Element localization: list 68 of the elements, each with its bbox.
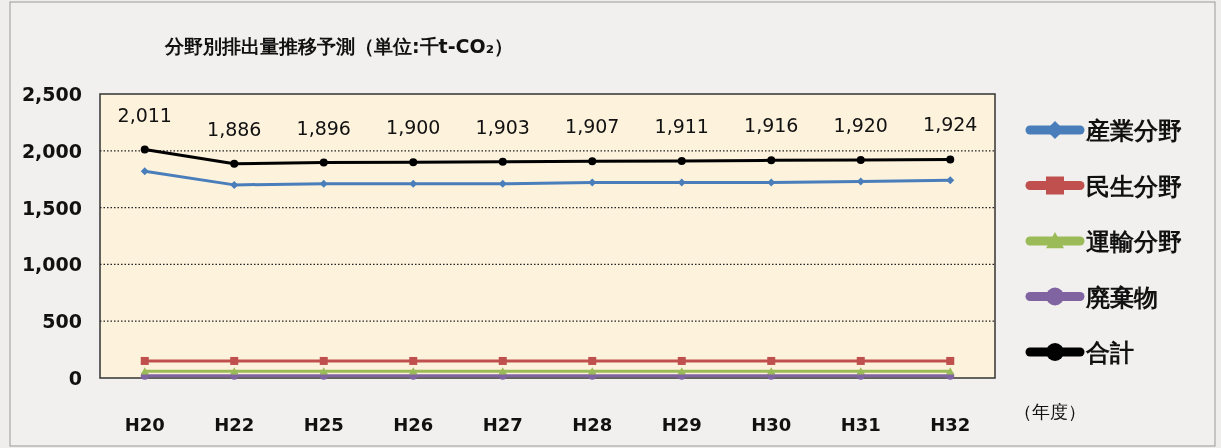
point — [588, 356, 597, 365]
data-label: 1,911 — [654, 114, 709, 137]
point — [767, 367, 776, 375]
point — [319, 179, 328, 188]
y-tick-label: 2,500 — [21, 83, 82, 105]
point — [946, 367, 955, 375]
x-tick-label: H22 — [214, 414, 255, 435]
x-tick-label: H32 — [930, 414, 971, 435]
point — [767, 156, 776, 165]
point — [140, 356, 149, 365]
point — [856, 155, 865, 164]
point — [140, 145, 149, 154]
point — [856, 356, 865, 365]
point — [677, 156, 686, 165]
legend-label: 合計 — [1085, 339, 1134, 367]
point — [319, 158, 328, 167]
data-label: 1,907 — [565, 115, 620, 138]
legend-label: 民生分野 — [1086, 172, 1182, 201]
chart-title: 分野別排出量推移予測（単位:千t-CO₂） — [164, 35, 513, 57]
data-label: 1,916 — [744, 114, 799, 137]
data-label: 1,920 — [833, 113, 888, 136]
legend-label: 産業分野 — [1085, 117, 1182, 145]
point — [946, 356, 955, 365]
point — [409, 367, 418, 375]
x-tick-label: H31 — [840, 414, 881, 435]
point — [319, 367, 328, 375]
point — [498, 367, 507, 375]
x-tick-label: H25 — [303, 414, 344, 435]
point — [409, 158, 418, 167]
point — [230, 159, 239, 168]
x-tick-label: H28 — [572, 414, 613, 435]
x-tick-label: H20 — [124, 414, 165, 435]
point — [588, 157, 597, 166]
y-tick-label: 1,500 — [21, 196, 82, 219]
point — [767, 356, 776, 365]
point — [319, 356, 328, 365]
data-label: 1,924 — [923, 113, 978, 136]
point — [946, 155, 955, 164]
point — [140, 167, 149, 176]
point — [588, 367, 597, 375]
data-label: 2,011 — [117, 103, 172, 126]
point — [498, 179, 507, 188]
x-tick-label: H27 — [482, 414, 523, 435]
point — [498, 356, 507, 365]
y-tick-label: 2,000 — [21, 139, 82, 162]
point — [498, 157, 507, 166]
point — [230, 367, 239, 375]
y-tick-label: 500 — [42, 310, 82, 333]
x-tick-label: H26 — [393, 414, 434, 435]
point — [140, 367, 149, 375]
point — [409, 356, 418, 365]
point — [677, 356, 686, 365]
point — [856, 367, 865, 375]
point — [946, 176, 955, 185]
data-label: 1,900 — [386, 116, 441, 139]
x-tick-label: H30 — [751, 414, 792, 435]
data-label: 1,886 — [207, 117, 262, 140]
x-axis-title: （年度） — [1014, 401, 1086, 422]
x-tick-label: H29 — [661, 414, 702, 435]
point — [230, 356, 239, 365]
y-tick-label: 1,000 — [21, 253, 82, 276]
data-label: 1,903 — [475, 115, 530, 138]
y-tick-label: 0 — [68, 367, 82, 389]
legend-label: 運輸分野 — [1086, 228, 1182, 256]
data-label: 1,896 — [296, 116, 351, 139]
point — [677, 367, 686, 375]
point — [409, 179, 418, 188]
legend-label: 廃棄物 — [1085, 283, 1158, 312]
